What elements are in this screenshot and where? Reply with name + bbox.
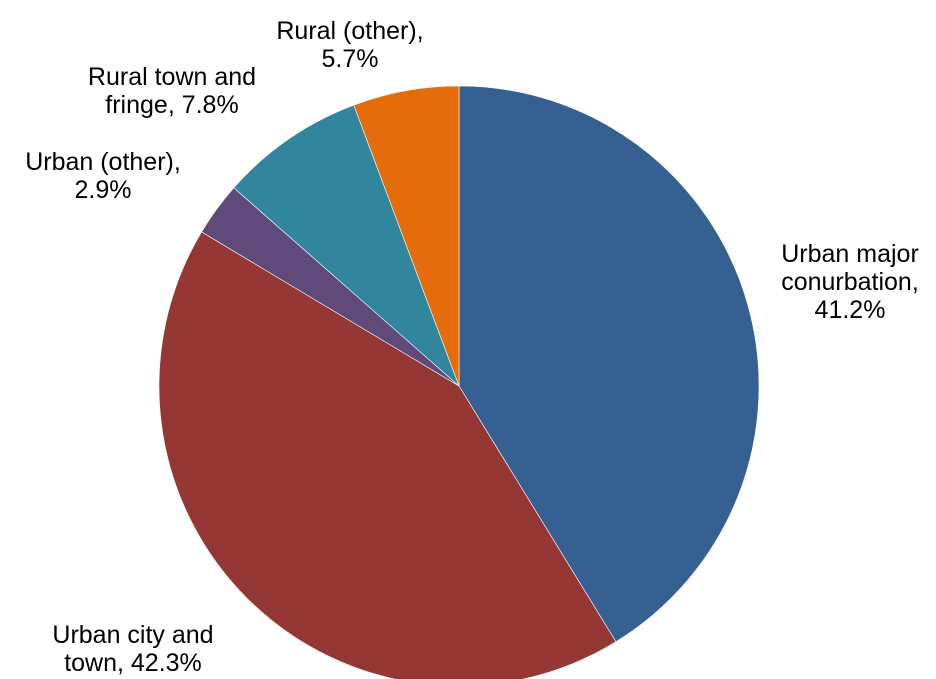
pie-slice-urban-city-and-town: [158, 231, 617, 679]
data-label-rural-other: Rural (other), 5.7%: [276, 17, 423, 73]
data-label-urban-major-conurbation: Urban major conurbation, 41.2%: [781, 240, 919, 324]
data-label-urban-city-and-town: Urban city and town, 42.3%: [52, 621, 213, 677]
data-label-line: fringe, 7.8%: [105, 91, 238, 119]
pie-slice-rural-other: [353, 85, 460, 387]
pie-slice-urban-major-conurbation: [458, 85, 760, 643]
pie-slices: [158, 85, 760, 679]
data-label-line: Rural town and: [88, 63, 256, 91]
data-label-line: 41.2%: [815, 296, 886, 324]
data-label-line: Urban (other),: [25, 148, 181, 176]
data-label-line: Rural (other),: [276, 17, 423, 45]
data-label-line: 5.7%: [322, 45, 379, 73]
data-label-urban-other: Urban (other), 2.9%: [25, 148, 181, 204]
data-labels: Urban major conurbation, 41.2% Urban city a…: [25, 17, 919, 677]
data-label-line: conurbation,: [781, 268, 919, 296]
data-label-line: Urban city and: [52, 621, 213, 649]
data-label-line: 2.9%: [75, 176, 132, 204]
data-label-line: Urban major: [781, 240, 919, 268]
data-label-rural-town-and-fringe: Rural town and fringe, 7.8%: [88, 63, 256, 119]
data-label-line: town, 42.3%: [64, 649, 202, 677]
pie-slice-rural-town-and-fringe: [233, 104, 460, 387]
